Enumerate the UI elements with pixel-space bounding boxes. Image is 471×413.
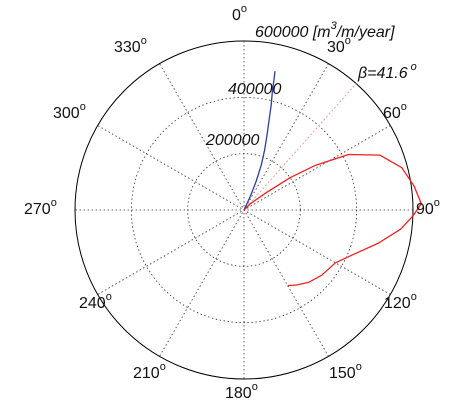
angle-tick-label-120: 120o (384, 291, 417, 312)
data-series-group (243, 71, 422, 287)
series-line-2 (243, 153, 422, 287)
angle-tick-label-270: 270o (24, 197, 57, 218)
radial-tick-label-200000: 200000 (205, 132, 259, 149)
series-line-1 (243, 71, 276, 211)
angle-tick-label-240: 240o (79, 291, 112, 312)
angle-tick-label-90: 90o (416, 197, 440, 218)
angle-tick-label-300: 300o (53, 101, 86, 122)
angle-tick-label-150: 150o (329, 361, 362, 382)
beta-annotation: β=41.6 o (357, 61, 417, 82)
radial-tick-label-400000: 400000 (228, 81, 281, 98)
angle-tick-label-210: 210o (133, 361, 166, 382)
angle-tick-label-0: 0o (232, 3, 247, 24)
angle-tick-label-60: 60o (383, 101, 407, 122)
radial-max-and-unit-label: 600000 [m3/m/year] (255, 20, 395, 41)
angle-tick-label-330: 330o (114, 35, 147, 56)
beta-direction-line (243, 83, 357, 211)
labels-group: 0o30o60o90o120o150o180o210o240o270o300o3… (24, 3, 440, 402)
angle-tick-label-180: 180o (225, 381, 258, 402)
